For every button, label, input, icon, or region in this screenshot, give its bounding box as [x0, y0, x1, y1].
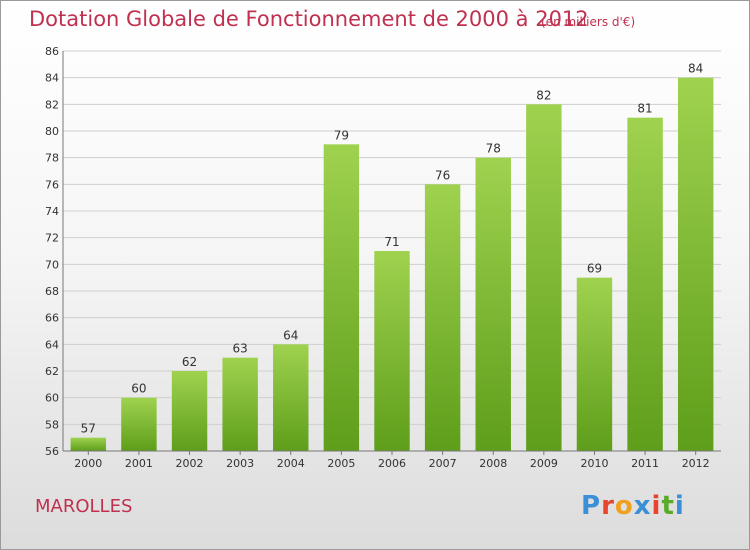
y-tick-label: 64: [45, 338, 59, 351]
place-name: MAROLLES: [35, 496, 133, 517]
logo-letter: i: [674, 491, 685, 521]
y-tick-label: 82: [45, 98, 59, 111]
y-tick-label: 84: [45, 72, 59, 85]
logo-letter: r: [601, 491, 615, 521]
logo-letter: t: [661, 491, 675, 521]
data-label: 79: [334, 128, 349, 142]
data-label: 60: [131, 382, 146, 396]
y-tick-label: 66: [45, 312, 59, 325]
chart-title: Dotation Globale de Fonctionnement de 20…: [29, 7, 589, 31]
y-tick-label: 60: [45, 392, 59, 405]
data-label: 57: [81, 422, 96, 436]
x-tick-label: 2010: [580, 457, 608, 470]
x-tick-label: 2011: [631, 457, 659, 470]
bar-2004[interactable]: [273, 344, 309, 451]
y-tick-label: 72: [45, 232, 59, 245]
x-tick-label: 2001: [125, 457, 153, 470]
data-label: 64: [283, 328, 298, 342]
bar-2011[interactable]: [627, 117, 663, 452]
logo-letter: x: [633, 491, 652, 521]
bar-2001[interactable]: [121, 397, 157, 451]
y-tick-label: 86: [45, 45, 59, 58]
x-tick-label: 2000: [74, 457, 102, 470]
data-label: 82: [536, 88, 551, 102]
y-tick-label: 76: [45, 178, 59, 191]
bar-2002[interactable]: [171, 371, 208, 451]
x-tick-label: 2006: [378, 457, 406, 470]
x-tick-label: 2009: [530, 457, 558, 470]
bar-2000[interactable]: [70, 437, 107, 451]
data-label: 63: [233, 342, 248, 356]
y-tick-label: 74: [45, 205, 59, 218]
bar-2008[interactable]: [475, 157, 511, 451]
bar-2007[interactable]: [424, 184, 461, 452]
bar-2006[interactable]: [374, 251, 410, 451]
x-tick-label: 2003: [226, 457, 254, 470]
bar-2009[interactable]: [526, 104, 562, 451]
data-label: 81: [637, 102, 652, 116]
bar-2010[interactable]: [576, 277, 613, 451]
y-tick-label: 68: [45, 285, 59, 298]
data-label: 69: [587, 262, 602, 276]
y-tick-label: 78: [45, 152, 59, 165]
chart-subtitle: (en milliers d'€): [541, 15, 636, 29]
x-tick-label: 2005: [327, 457, 355, 470]
x-tick-label: 2002: [176, 457, 204, 470]
data-label: 78: [486, 142, 501, 156]
logo-letter: i: [651, 491, 662, 521]
logo-letter: o: [614, 491, 634, 521]
y-tick-label: 62: [45, 365, 59, 378]
x-tick-label: 2008: [479, 457, 507, 470]
y-tick-label: 58: [45, 418, 59, 431]
data-label: 76: [435, 168, 450, 182]
y-tick-label: 56: [45, 445, 59, 458]
x-tick-label: 2007: [429, 457, 457, 470]
bar-2012[interactable]: [677, 77, 714, 452]
bar-2003[interactable]: [222, 357, 258, 451]
y-tick-label: 70: [45, 258, 59, 271]
logo-letter: P: [581, 491, 602, 521]
bar-2005[interactable]: [323, 144, 360, 452]
x-tick-label: 2012: [682, 457, 710, 470]
data-label: 71: [384, 235, 399, 249]
data-label: 84: [688, 62, 703, 76]
x-tick-label: 2004: [277, 457, 305, 470]
data-label: 62: [182, 355, 197, 369]
proxiti-logo[interactable]: Proxiti: [581, 491, 685, 521]
y-tick-label: 80: [45, 125, 59, 138]
